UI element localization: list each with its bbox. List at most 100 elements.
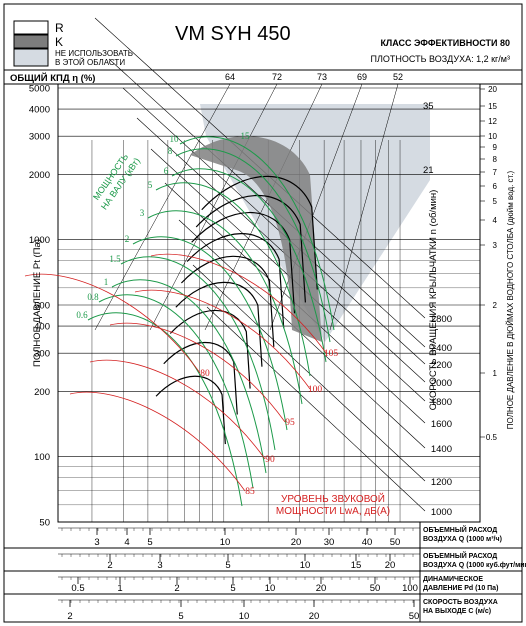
bottom-tick-label: 5 [147,537,152,548]
power-curve [179,136,335,331]
legend-r-swatch [13,20,49,35]
y-tick-label: 3000 [29,132,50,143]
fan-curve [175,281,263,367]
efficiency-ray [329,83,399,331]
efficiency-value: 73 [317,72,327,82]
bottom-tick-label: 20 [385,560,396,571]
bottom-tick-label: 20 [309,611,320,622]
power-value: 10 [170,134,180,144]
bottom-tick-label: 50 [370,583,381,594]
noise-label-line1: УРОВЕНЬ ЗВУКОВОЙ [281,492,385,505]
power-value: 0.8 [87,292,99,302]
power-curve [147,210,303,405]
speed-value: 2200 [431,360,452,371]
bottom-tick-label: 5 [225,560,230,571]
bottom-tick-label: 100 [402,583,418,594]
speed-value: 2800 [431,314,452,325]
fan-curve [155,375,226,445]
power-value: 3 [140,208,145,218]
noise-value: 105 [324,349,339,359]
flow-cfm-label-line2: ВОЗДУХА Q (1000 куб.фут/мин) [423,561,526,569]
right-axis-value: 9 [493,143,498,152]
right-axis-value: 7 [493,168,498,177]
bottom-tick-label: 10 [220,537,231,548]
right-axis-value: 4 [493,216,498,225]
bottom-tick-label: 5 [230,583,235,594]
efficiency-ray [269,83,363,331]
speed-value: 1200 [431,477,452,488]
power-value: 8 [168,146,173,156]
bottom-tick-label: 10 [239,611,250,622]
power-curve [175,148,331,343]
noise-curve [150,253,327,354]
efficiency-ray [149,83,278,331]
bottom-tick-label: 5 [178,611,183,622]
bottom-tick-label: 1 [117,583,122,594]
y-tick-label: 400 [34,322,50,333]
legend-na-line1: НЕ ИСПОЛЬЗОВАТЬ [55,49,133,58]
y-tick-label: 100 [34,452,50,463]
bottom-tick-label: 2 [174,583,179,594]
efficiency-value: 72 [272,72,282,82]
fan-curve [180,255,275,347]
y-tick-label: 500 [34,301,50,312]
noise-curve [69,391,246,492]
right-axis-value: 10 [488,132,497,141]
noise-value: 100 [308,385,323,395]
noise-curve [109,322,286,423]
legend-r-label: R [55,21,64,35]
power-curve [87,312,243,507]
power-curve [132,236,288,431]
right-axis-value: 20 [488,85,497,94]
bottom-tick-label: 3 [157,560,162,571]
bottom-tick-label: 2 [67,611,72,622]
flow-cfm-label-line1: ОБЪЕМНЫЙ РАСХОД [423,551,497,560]
power-value: 1 [104,277,109,287]
noise-value: 85 [245,487,255,497]
right-axis-value: 15 [488,102,497,111]
efficiency-value: 64 [225,72,235,82]
bottom-tick-label: 50 [409,611,420,622]
y-tick-label: 5000 [29,84,50,95]
efficiency-value: 52 [393,72,403,82]
dyn-pressure-label-line1: ДИНАМИЧЕСКОЕ [423,576,483,583]
fan-curve [169,309,251,389]
speed-line [122,87,426,365]
efficiency-axis-label: ОБЩИЙ КПД η (%) [10,72,95,84]
air-density: ПЛОТНОСТЬ ВОЗДУХА: 1,2 кг/м³ [371,54,510,64]
power-curve [120,256,276,451]
bottom-tick-label: 50 [390,537,401,548]
noise-value: 95 [285,418,295,428]
velocity-marker: 35 [423,101,434,112]
velocity-marker: 21 [423,165,434,176]
right-axis-value: 8 [493,155,498,164]
power-value: 1.5 [109,254,121,264]
fan-curve [201,175,318,290]
y-tick-label: 1000 [29,235,50,246]
bottom-tick-label: 20 [316,583,327,594]
noise-curve [134,289,311,390]
dyn-pressure-label-line2: ДАВЛЕНИЕ Pd (10 Па) [423,585,498,592]
flow-m3h-label-line1: ОБЪЕМНЫЙ РАСХОД [423,525,497,534]
efficiency-class: КЛАСС ЭФФЕКТИВНОСТИ 80 [380,38,510,48]
bottom-tick-label: 2 [107,560,112,571]
right-axis-label: ПОЛНОЕ ДАВЛЕНИЕ В ДЮЙМАХ ВОДНОГО СТОЛБА … [506,170,515,429]
fan-curve [195,194,306,303]
right-axis-value: 12 [488,117,497,126]
bottom-tick-label: 10 [300,560,311,571]
speed-axis-label: СКОРОСТЬ ВРАЩЕНИЯ КРЫЛЬЧАТКИ n (об/мин) [428,190,439,411]
speed-line [206,306,426,512]
speed-line [136,117,426,383]
bottom-tick-label: 40 [362,537,373,548]
power-value: 5 [148,180,153,190]
y-axis-label: ПОЛНОЕ ДАВЛЕНИЕ Pt (Па) [32,239,43,367]
power-curve [171,168,327,363]
bottom-tick-label: 0.5 [71,583,84,594]
right-axis-value: 1 [493,369,498,378]
outlet-velocity-label-line1: СКОРОСТЬ ВОЗДУХА [423,599,498,606]
power-curve [155,182,311,377]
speed-line [108,58,426,348]
y-tick-label: 200 [34,387,50,398]
right-axis-value: 0.5 [486,433,498,442]
